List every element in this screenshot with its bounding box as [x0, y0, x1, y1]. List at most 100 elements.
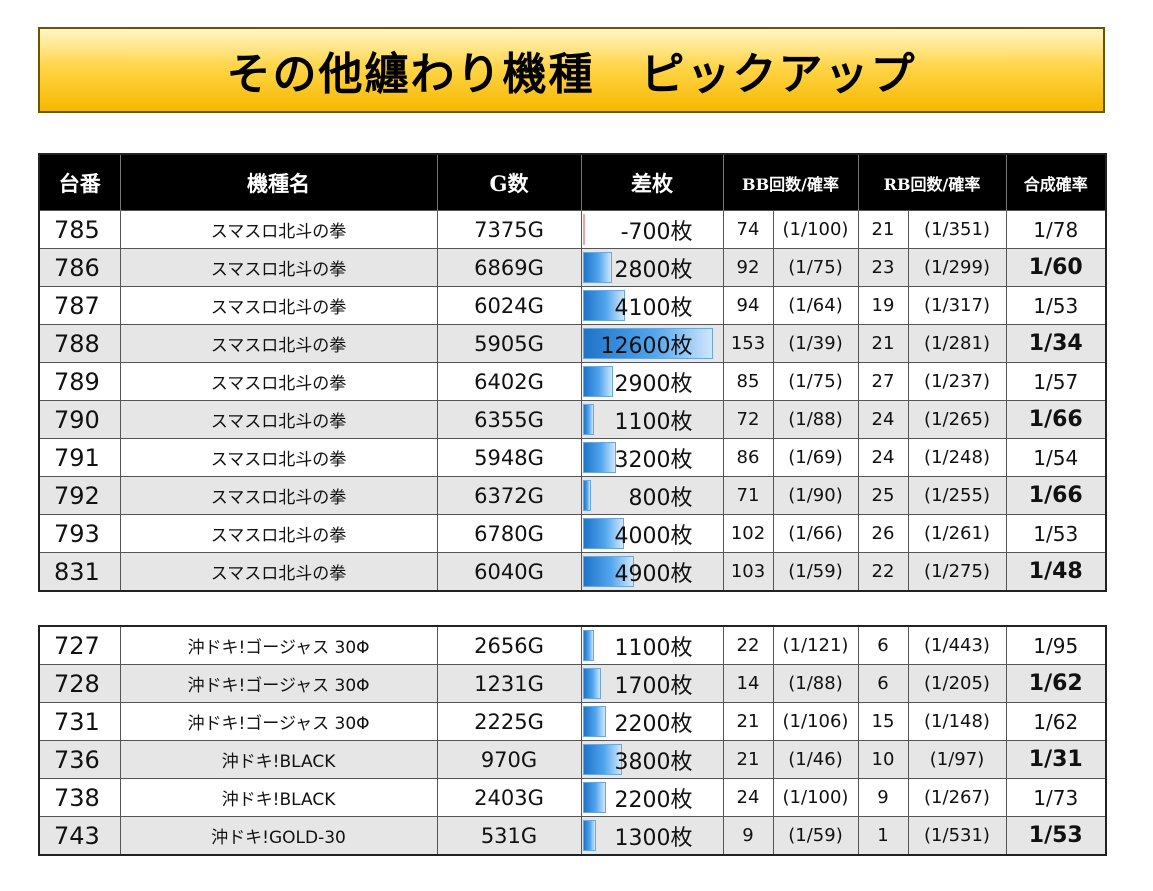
games-cell: 5948G	[436, 438, 582, 477]
unit-number-cell: 789	[38, 362, 121, 401]
table-row: 787 スマスロ北斗の拳 6024G 4100枚 94 (1/64) 19 (1/317) 1/…	[38, 286, 1107, 325]
table-header-row: 台番 機種名 G数 差枚 BB回数/確率 RB回数/確率 合成確率	[39, 154, 1107, 211]
difference-bar	[582, 252, 612, 283]
machine-name-cell: スマスロ北斗の拳	[119, 286, 438, 325]
difference-cell: 2900枚	[580, 362, 724, 401]
difference-bar	[582, 706, 606, 737]
unit-number-cell: 743	[38, 816, 121, 856]
difference-cell: 4000枚	[580, 514, 724, 553]
combined-rate-cell: 1/66	[1005, 476, 1107, 515]
unit-number-cell: 727	[38, 625, 121, 665]
combined-rate-cell: 1/95	[1005, 625, 1107, 665]
combined-rate-cell: 1/48	[1005, 552, 1107, 592]
games-cell: 531G	[436, 816, 582, 856]
rb-rate-cell: (1/237)	[907, 362, 1007, 401]
header-difference: 差枚	[581, 154, 724, 211]
bb-rate-cell: (1/90)	[772, 476, 859, 515]
bb-count-cell: 21	[722, 740, 774, 779]
games-cell: 6024G	[436, 286, 582, 325]
games-cell: 6780G	[436, 514, 582, 553]
table-row: 831 スマスロ北斗の拳 6040G 4900枚 103 (1/59) 22 (1/275) 1…	[38, 552, 1107, 592]
machine-name-cell: スマスロ北斗の拳	[119, 324, 438, 363]
unit-number-cell: 788	[38, 324, 121, 363]
games-cell: 6040G	[436, 552, 582, 592]
games-cell: 7375G	[436, 210, 582, 249]
header-unit-number: 台番	[39, 154, 121, 211]
difference-bar	[582, 366, 613, 397]
games-cell: 2403G	[436, 778, 582, 817]
rb-rate-cell: (1/97)	[907, 740, 1007, 779]
rb-rate-cell: (1/275)	[907, 552, 1007, 592]
bb-count-cell: 14	[722, 664, 774, 703]
difference-value: 4000枚	[614, 523, 693, 549]
combined-rate-cell: 1/34	[1005, 324, 1107, 363]
bb-count-cell: 103	[722, 552, 774, 592]
machine-name-cell: スマスロ北斗の拳	[119, 400, 438, 439]
bb-count-cell: 86	[722, 438, 774, 477]
difference-bar	[582, 630, 594, 661]
difference-bar	[582, 480, 591, 511]
combined-rate-cell: 1/54	[1005, 438, 1107, 477]
difference-cell: 1300枚	[580, 816, 724, 856]
games-cell: 6355G	[436, 400, 582, 439]
machine-name-cell: 沖ドキ!BLACK	[119, 778, 438, 817]
combined-rate-cell: 1/53	[1005, 286, 1107, 325]
combined-rate-cell: 1/31	[1005, 740, 1107, 779]
bb-count-cell: 22	[722, 625, 774, 665]
difference-value: 12600枚	[600, 333, 693, 359]
games-cell: 1231G	[436, 664, 582, 703]
bb-rate-cell: (1/59)	[772, 552, 859, 592]
title-banner: その他纏わり機種 ピックアップ	[38, 27, 1105, 113]
unit-number-cell: 731	[38, 702, 121, 741]
difference-cell: 2200枚	[580, 702, 724, 741]
machine-name-cell: スマスロ北斗の拳	[119, 476, 438, 515]
bb-count-cell: 72	[722, 400, 774, 439]
rb-count-cell: 24	[857, 400, 909, 439]
rb-count-cell: 6	[857, 625, 909, 665]
data-table-hokuto: 台番 機種名 G数 差枚 BB回数/確率 RB回数/確率 合成確率 785 スマス…	[38, 153, 1108, 592]
machine-name-cell: 沖ドキ!GOLD-30	[119, 816, 438, 856]
rb-count-cell: 26	[857, 514, 909, 553]
rb-count-cell: 1	[857, 816, 909, 856]
rb-rate-cell: (1/351)	[907, 210, 1007, 249]
difference-bar	[582, 556, 634, 587]
rb-rate-cell: (1/267)	[907, 778, 1007, 817]
unit-number-cell: 786	[38, 248, 121, 287]
games-cell: 6372G	[436, 476, 582, 515]
rb-rate-cell: (1/317)	[907, 286, 1007, 325]
machine-name-cell: 沖ドキ!BLACK	[119, 740, 438, 779]
page-title: その他纏わり機種 ピックアップ	[226, 49, 917, 100]
bb-rate-cell: (1/66)	[772, 514, 859, 553]
unit-number-cell: 736	[38, 740, 121, 779]
table-row: 728 沖ドキ!ゴージャス 30Φ 1231G 1700枚 14 (1/88) 6 (1/20…	[38, 664, 1107, 703]
machine-name-cell: 沖ドキ!ゴージャス 30Φ	[119, 664, 438, 703]
difference-cell: 1100枚	[580, 400, 724, 439]
machine-name-cell: スマスロ北斗の拳	[119, 514, 438, 553]
table-row: 727 沖ドキ!ゴージャス 30Φ 2656G 1100枚 22 (1/121) 6 (1/4…	[38, 625, 1107, 665]
bb-count-cell: 24	[722, 778, 774, 817]
difference-cell: 2800枚	[580, 248, 724, 287]
combined-rate-cell: 1/78	[1005, 210, 1107, 249]
bb-count-cell: 94	[722, 286, 774, 325]
rb-rate-cell: (1/299)	[907, 248, 1007, 287]
rb-rate-cell: (1/255)	[907, 476, 1007, 515]
rb-count-cell: 22	[857, 552, 909, 592]
table-row: 788 スマスロ北斗の拳 5905G 12600枚 153 (1/39) 21 (1/281)…	[38, 324, 1107, 363]
rb-rate-cell: (1/248)	[907, 438, 1007, 477]
machine-name-cell: 沖ドキ!ゴージャス 30Φ	[119, 702, 438, 741]
bb-rate-cell: (1/46)	[772, 740, 859, 779]
difference-value: 3800枚	[614, 749, 693, 775]
bb-count-cell: 92	[722, 248, 774, 287]
combined-rate-cell: 1/60	[1005, 248, 1107, 287]
table-row: 785 スマスロ北斗の拳 7375G -700枚 74 (1/100) 21 (1/351) 1…	[38, 210, 1107, 249]
difference-value: 1100枚	[614, 409, 693, 435]
rb-rate-cell: (1/281)	[907, 324, 1007, 363]
difference-value: 4900枚	[614, 561, 693, 587]
difference-cell: 1700枚	[580, 664, 724, 703]
difference-cell: 2200枚	[580, 778, 724, 817]
combined-rate-cell: 1/66	[1005, 400, 1107, 439]
difference-cell: -700枚	[580, 210, 724, 249]
combined-rate-cell: 1/57	[1005, 362, 1107, 401]
difference-value: 2900枚	[614, 371, 693, 397]
difference-value: 2800枚	[614, 257, 693, 283]
